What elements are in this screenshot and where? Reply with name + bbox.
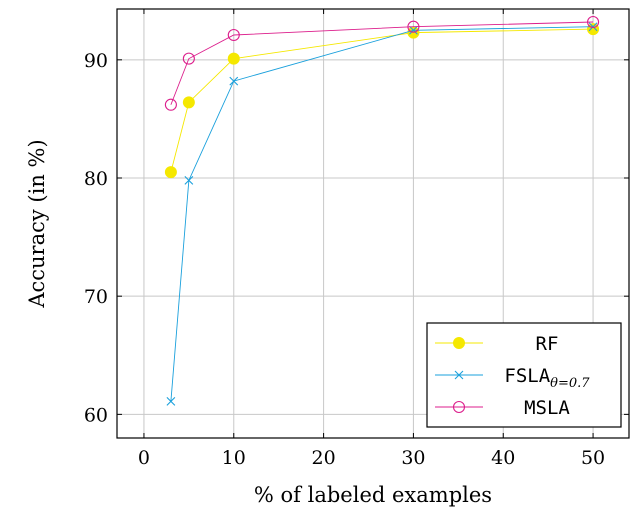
x-axis-title: % of labeled examples <box>254 483 492 507</box>
data-point <box>587 15 600 29</box>
series-rf <box>164 23 600 179</box>
y-axis-title: Accuracy (in %) <box>25 139 49 308</box>
x-tick-label: 30 <box>401 447 425 469</box>
data-point <box>166 396 176 406</box>
y-tick-label: 60 <box>84 404 108 426</box>
data-point <box>407 20 420 33</box>
data-point <box>409 25 418 35</box>
legend-swatch-marker <box>452 400 466 414</box>
marker-stroke <box>166 396 176 406</box>
marker-stroke <box>184 175 194 185</box>
y-tick-label: 90 <box>84 50 108 72</box>
legend-entry: MSLA <box>435 397 570 419</box>
marker-stroke <box>588 22 598 32</box>
x-tick-label: 10 <box>222 447 246 469</box>
marker-stroke <box>409 25 418 35</box>
series-msla <box>164 15 600 111</box>
axis-ticks: 0 10 20 30 40 50 60 70 80 90 <box>84 9 629 469</box>
x-tick-label: 50 <box>581 447 605 469</box>
data-point <box>182 96 195 109</box>
legend-entry: FSLAθ=0.7 <box>435 365 590 391</box>
data-point <box>227 28 240 42</box>
x-tick-label: 40 <box>491 447 515 469</box>
data-point <box>182 52 195 65</box>
legend-swatch-marker <box>453 337 465 349</box>
series-layer <box>164 15 600 406</box>
legend-swatch-marker <box>454 370 464 380</box>
x-tick-label: 20 <box>312 447 336 469</box>
data-point <box>184 175 194 185</box>
legend-entry: RF <box>435 333 558 355</box>
legend: RF FSLAθ=0.7 MSLA <box>426 322 622 428</box>
marker-stroke <box>454 370 464 380</box>
series-line <box>170 21 594 105</box>
x-tick-label: 0 <box>138 447 150 469</box>
legend-label: RF <box>536 333 559 355</box>
data-point <box>229 76 239 86</box>
plot-frame <box>116 8 630 439</box>
data-point <box>164 98 177 111</box>
data-point <box>227 52 240 65</box>
data-point <box>164 166 177 179</box>
y-tick-label: 80 <box>84 168 108 190</box>
data-point <box>588 22 598 32</box>
marker-stroke <box>229 76 239 86</box>
legend-label: MSLA <box>524 397 570 419</box>
series-fsla <box>166 22 598 406</box>
y-tick-label: 70 <box>84 286 108 308</box>
legend-label: FSLAθ=0.7 <box>504 365 590 391</box>
